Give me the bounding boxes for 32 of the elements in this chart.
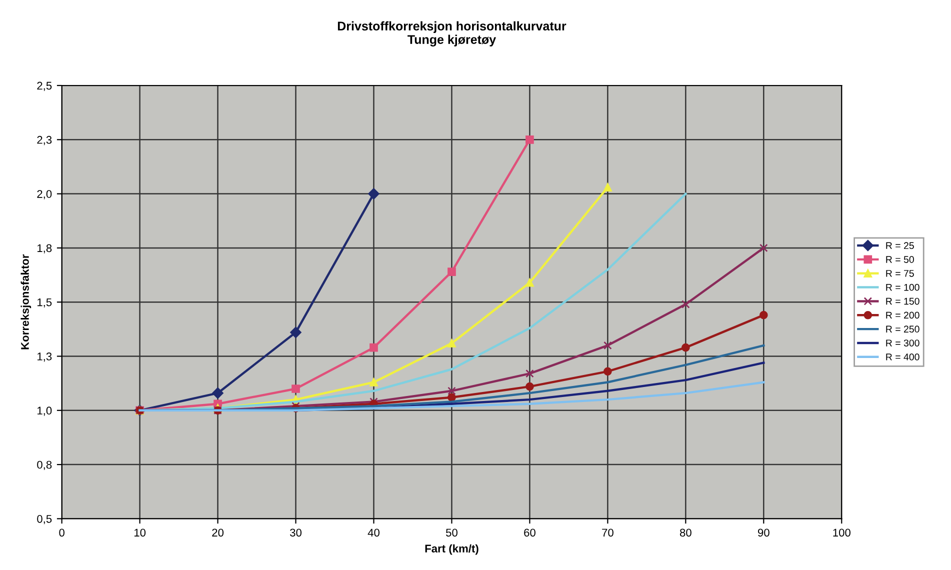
y-tick-label: 1,5 bbox=[37, 298, 52, 308]
x-tick-label: 70 bbox=[602, 528, 614, 537]
legend-label: R = 150 bbox=[886, 298, 920, 305]
x-tick-label: 100 bbox=[833, 528, 850, 537]
legend-label: R = 25 bbox=[886, 242, 914, 250]
x-tick-label: 50 bbox=[446, 528, 458, 537]
legend-label: R = 300 bbox=[886, 340, 920, 346]
x-tick-label: 30 bbox=[290, 528, 302, 537]
y-tick-label: 2,5 bbox=[37, 82, 52, 91]
y-axis-title: Korreksjonsfaktor bbox=[20, 254, 32, 350]
y-tick-label: 0,8 bbox=[37, 460, 52, 470]
y-tick-label: 0,5 bbox=[37, 514, 52, 524]
y-tick-label: 1,3 bbox=[37, 352, 52, 362]
legend-label: R = 75 bbox=[886, 270, 914, 277]
y-tick-label: 1,8 bbox=[37, 244, 52, 254]
x-tick-label: 90 bbox=[758, 528, 770, 537]
legend-label: R = 50 bbox=[886, 256, 914, 263]
y-tick-label: 2,0 bbox=[37, 190, 52, 200]
legend-label: R = 250 bbox=[886, 326, 920, 333]
y-tick-label: 1,0 bbox=[37, 406, 52, 416]
x-tick-label: 10 bbox=[134, 528, 146, 537]
legend-label: R = 200 bbox=[886, 312, 920, 319]
legend-label: R = 400 bbox=[886, 354, 920, 360]
chart-title: Drivstoffkorreksjon horisontalkurvatur Tunge kjøretøy bbox=[338, 21, 566, 46]
x-tick-label: 40 bbox=[368, 528, 380, 537]
legend-label: R = 100 bbox=[886, 284, 920, 291]
x-tick-label: 80 bbox=[680, 528, 692, 537]
y-tick-label: 2,3 bbox=[37, 136, 52, 146]
x-tick-label: 20 bbox=[212, 528, 224, 537]
x-tick-label: 0 bbox=[59, 528, 64, 537]
x-tick-label: 60 bbox=[524, 528, 536, 537]
x-axis-title: Fart (km/t) bbox=[425, 544, 478, 555]
